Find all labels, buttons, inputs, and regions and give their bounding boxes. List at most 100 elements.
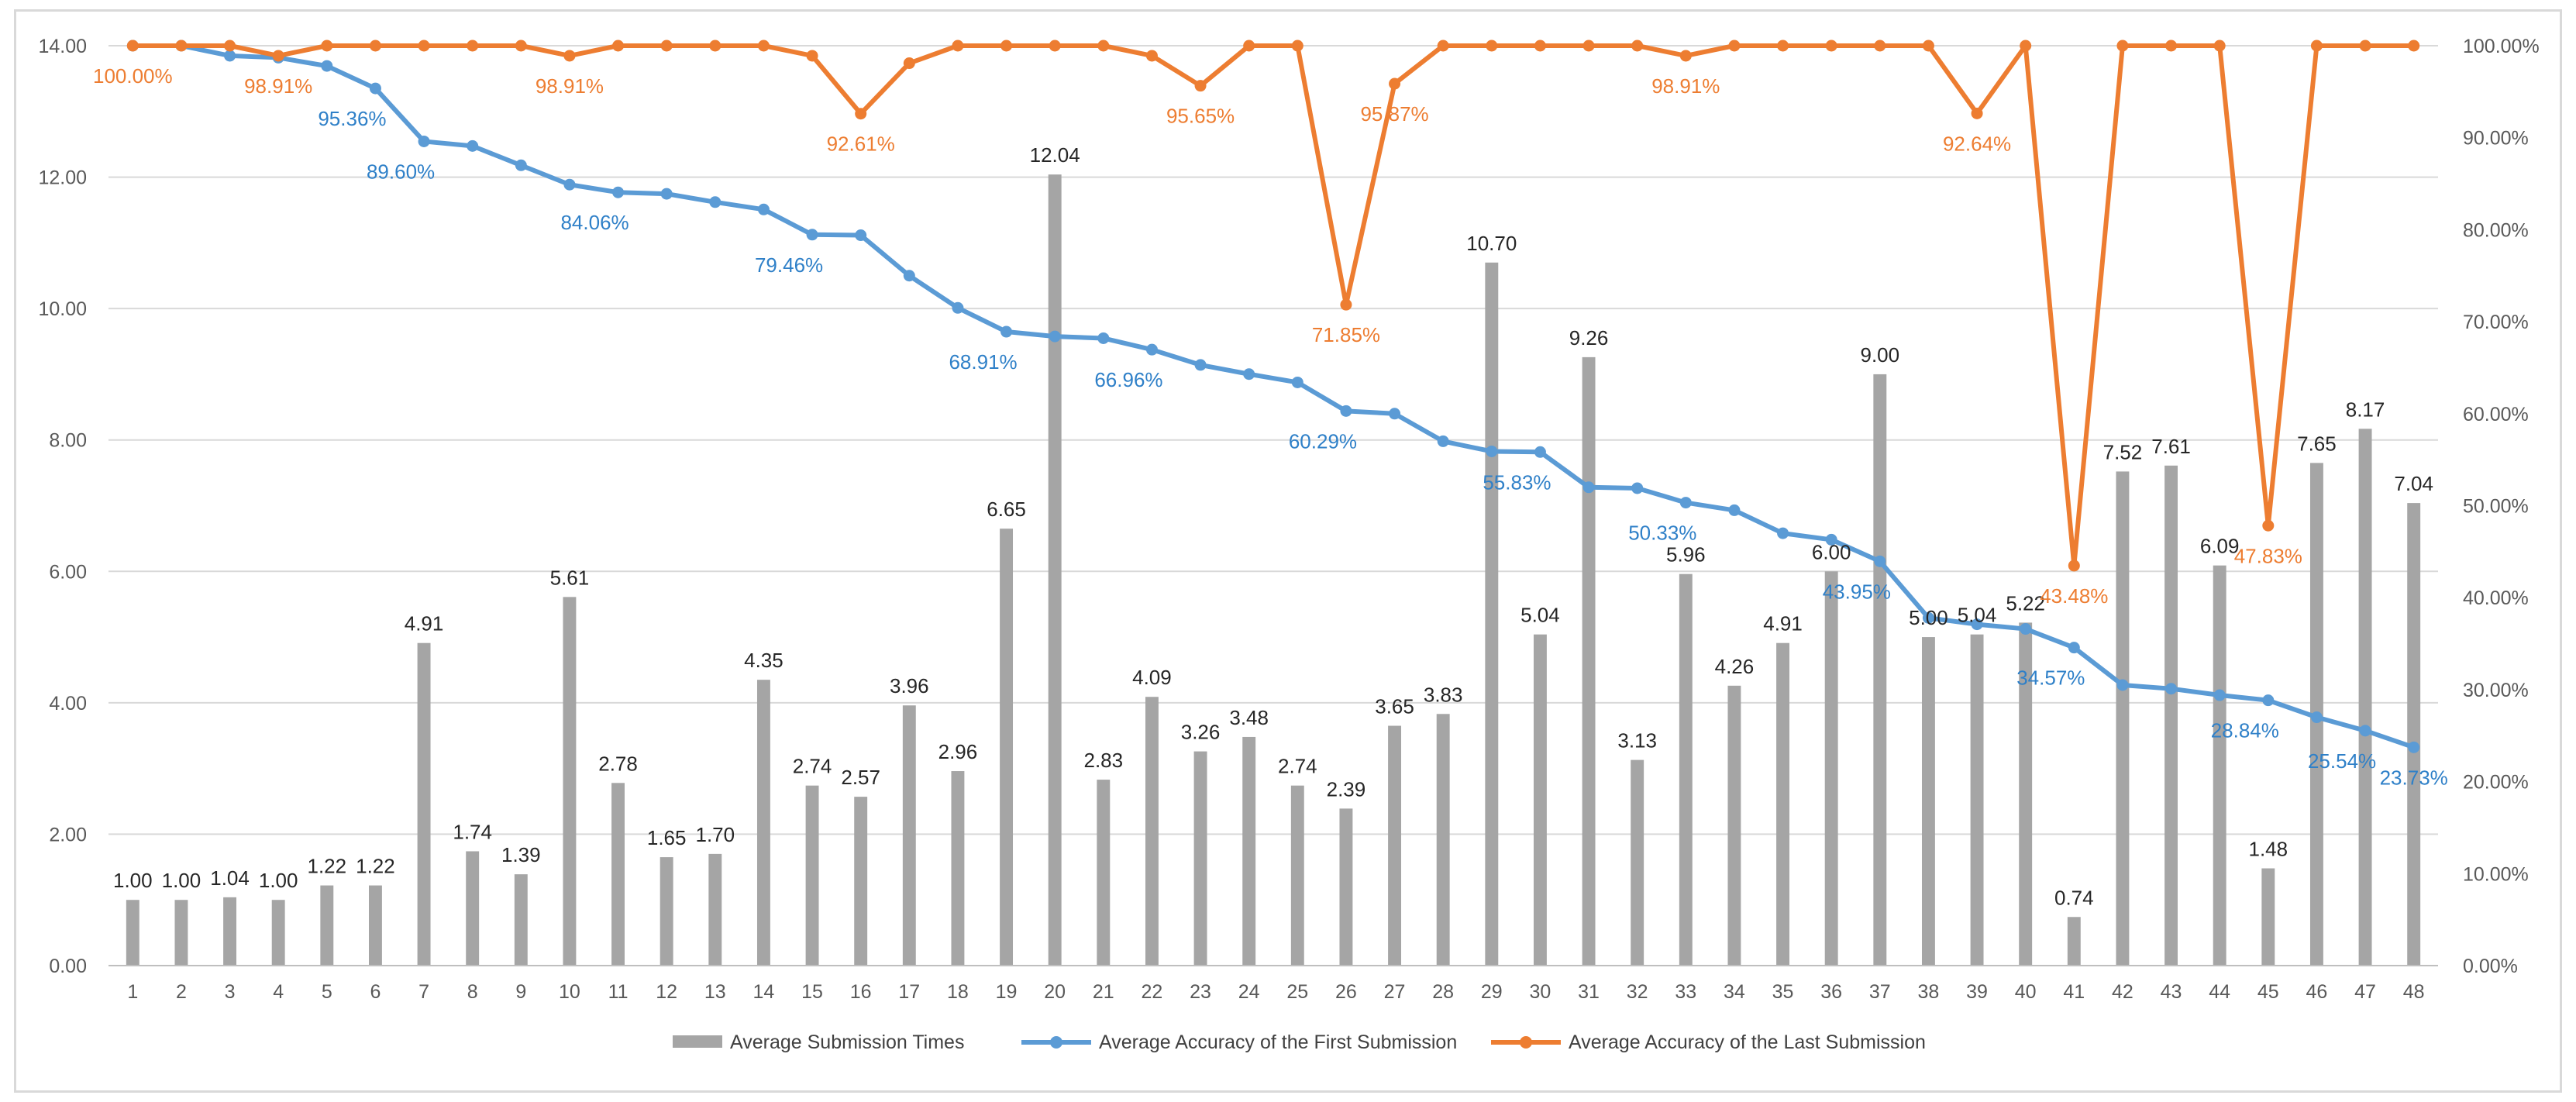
bar (1485, 262, 1499, 966)
first-submission-point (2359, 725, 2371, 737)
left-axis-tick-label: 10.00 (38, 298, 87, 320)
first-submission-point (563, 178, 576, 191)
last-submission-point (903, 57, 915, 70)
x-axis-tick-label: 24 (1238, 981, 1260, 1003)
first-submission-point (2310, 711, 2323, 724)
right-axis-tick-label: 0.00% (2463, 956, 2518, 977)
x-axis-tick-label: 32 (1627, 981, 1648, 1003)
last-submission-point (1291, 40, 1303, 52)
bar (1242, 736, 1256, 966)
left-axis-tick-label: 4.00 (49, 693, 87, 715)
first-submission-point (709, 196, 721, 208)
bar-data-label: 7.04 (2394, 472, 2433, 495)
right-axis-tick-label: 70.00% (2463, 312, 2529, 333)
last-submission-data-label: 92.61% (827, 133, 895, 156)
first-submission-point (2213, 689, 2226, 701)
bar (320, 885, 334, 966)
legend-swatch-marker (1050, 1036, 1062, 1049)
last-submission-point (1389, 77, 1401, 90)
bar (1631, 759, 1644, 966)
x-axis-tick-label: 37 (1869, 981, 1891, 1003)
x-axis-tick-label: 40 (2015, 981, 2037, 1003)
bar-data-label: 7.52 (2103, 440, 2143, 463)
bar (902, 705, 916, 966)
bar (1436, 714, 1450, 966)
last-submission-point (1728, 40, 1741, 52)
x-axis-tick-label: 23 (1190, 981, 1211, 1003)
left-axis-tick-label: 0.00 (49, 956, 87, 977)
bar-data-label: 5.00 (1909, 606, 1948, 629)
bar-data-label: 10.70 (1466, 232, 1517, 255)
x-axis-tick-label: 11 (608, 981, 629, 1003)
x-axis-tick-label: 6 (370, 981, 381, 1003)
bar (1727, 685, 1741, 966)
left-axis-tick-label: 6.00 (49, 561, 87, 583)
first-submission-point (1777, 527, 1789, 539)
last-submission-point (660, 40, 673, 52)
bar-data-label: 5.22 (2006, 591, 2045, 615)
x-axis-tick-label: 4 (273, 981, 284, 1003)
bar (2067, 917, 2081, 966)
line-series-first-submission (126, 40, 2420, 753)
last-submission-point (2359, 40, 2371, 52)
first-submission-data-label: 84.06% (560, 211, 629, 234)
first-submission-point (1534, 446, 1546, 458)
bar-data-label: 1.22 (308, 855, 347, 878)
first-submission-point (855, 229, 867, 242)
x-axis-tick-label: 22 (1142, 981, 1163, 1003)
last-submission-data-label: 43.48% (2040, 584, 2108, 608)
bar (1000, 529, 1014, 966)
bar-data-label: 3.48 (1229, 706, 1269, 729)
right-axis-tick-label: 90.00% (2463, 128, 2529, 150)
first-submission-data-label: 43.95% (1823, 580, 1891, 603)
last-submission-point (272, 50, 284, 62)
bar-data-label: 5.04 (1520, 604, 1560, 627)
x-axis-tick-label: 5 (322, 981, 332, 1003)
first-submission-point (903, 270, 915, 282)
x-axis-tick-label: 30 (1530, 981, 1551, 1003)
x-axis-tick-label: 43 (2161, 981, 2182, 1003)
first-submission-point (806, 229, 818, 241)
bar (563, 597, 577, 966)
x-axis-tick-label: 25 (1286, 981, 1308, 1003)
right-axis-tick-label: 30.00% (2463, 680, 2529, 701)
first-submission-data-label: 25.54% (2308, 749, 2376, 773)
legend: Average Submission Times Average Accuracy… (673, 1031, 1926, 1053)
bar (223, 897, 237, 966)
x-axis-tick-label: 13 (704, 981, 726, 1003)
x-axis-tick-label: 2 (176, 981, 187, 1003)
x-axis-tick-label: 46 (2306, 981, 2328, 1003)
first-submission-data-label: 50.33% (1628, 522, 1696, 545)
first-submission-point (515, 159, 527, 171)
last-submission-point (806, 50, 818, 62)
x-axis-tick-label: 38 (1918, 981, 1940, 1003)
first-submission-point (1000, 325, 1013, 338)
bar-data-label: 3.96 (890, 674, 929, 697)
bar (756, 680, 770, 966)
right-axis-tick-label: 20.00% (2463, 772, 2529, 794)
last-submission-point (1971, 107, 1983, 119)
bar-data-label: 5.61 (550, 566, 590, 589)
bar-data-label: 3.26 (1181, 721, 1221, 744)
legend-swatch-bar (673, 1035, 722, 1048)
last-submission-point (1777, 40, 1789, 52)
bar-data-label: 3.13 (1617, 729, 1657, 752)
bar (126, 900, 139, 966)
bar-data-label: 1.00 (113, 869, 153, 892)
bar (1048, 174, 1062, 966)
bar (1145, 697, 1159, 966)
last-submission-point (175, 40, 188, 52)
last-submission-data-label: 98.91% (536, 74, 604, 98)
bar (1388, 725, 1402, 966)
right-axis-tick-label: 40.00% (2463, 587, 2529, 609)
first-submission-point (1728, 504, 1741, 516)
first-submission-point (1389, 408, 1401, 420)
right-axis-tick-label: 100.00% (2463, 36, 2540, 57)
last-submission-point (2020, 40, 2032, 52)
first-submission-point (369, 82, 381, 95)
last-submission-point (1631, 40, 1644, 52)
first-submission-point (2408, 741, 2420, 753)
first-submission-data-label: 89.60% (367, 160, 435, 183)
first-submission-point (1145, 343, 1158, 356)
legend-label: Average Submission Times (730, 1031, 964, 1053)
